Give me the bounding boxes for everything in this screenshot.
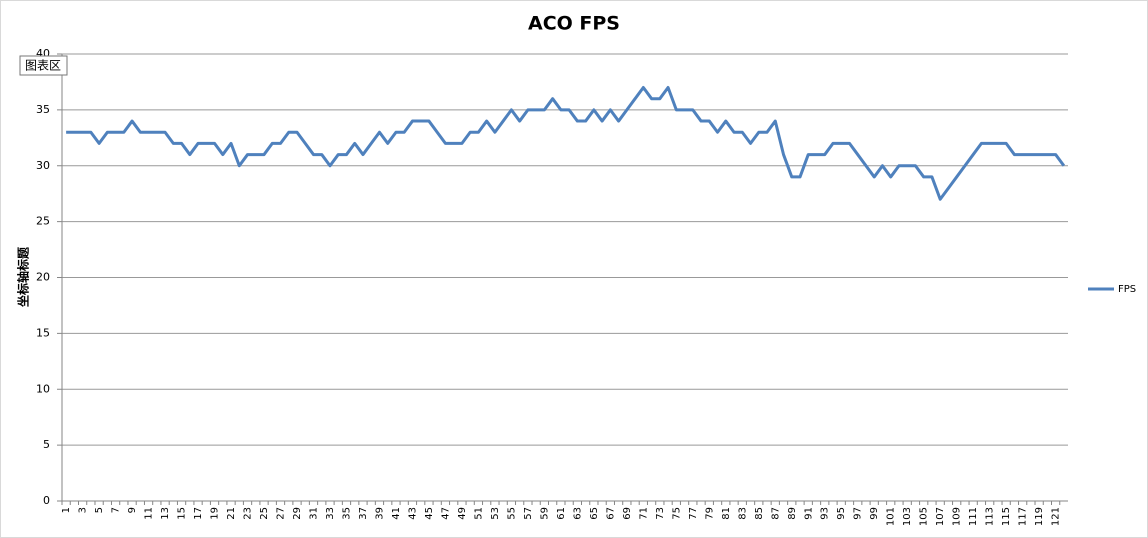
x-tick-label: 121 xyxy=(1051,507,1062,526)
x-tick-label: 27 xyxy=(276,507,287,520)
x-tick-label: 43 xyxy=(407,507,418,520)
x-tick-label: 117 xyxy=(1018,507,1029,526)
x-tick-label: 111 xyxy=(968,507,979,526)
x-tick-label: 65 xyxy=(589,507,600,520)
x-tick-label: 83 xyxy=(737,507,748,520)
x-tick-label: 61 xyxy=(556,507,567,520)
x-tick-label: 45 xyxy=(424,507,435,520)
x-tick-label: 63 xyxy=(572,507,583,520)
x-tick-label: 51 xyxy=(473,507,484,520)
x-tick-label: 109 xyxy=(952,507,963,526)
x-tick-label: 59 xyxy=(539,507,550,520)
x-tick-label: 1 xyxy=(61,507,72,513)
x-tick-label: 103 xyxy=(902,507,913,526)
y-tick-label: 30 xyxy=(36,159,50,172)
x-tick-label: 85 xyxy=(754,507,765,520)
x-tick-label: 33 xyxy=(325,507,336,520)
y-tick-label: 10 xyxy=(36,382,50,395)
x-tick-label: 107 xyxy=(935,507,946,526)
y-axis-title: 坐标轴标题 xyxy=(16,246,31,307)
x-tick-label: 3 xyxy=(78,507,89,513)
x-tick-label: 37 xyxy=(358,507,369,520)
x-tick-label: 57 xyxy=(523,507,534,520)
x-tick-label: 77 xyxy=(688,507,699,520)
y-tick-label: 20 xyxy=(36,271,50,284)
x-tick-label: 97 xyxy=(853,507,864,520)
x-tick-label: 39 xyxy=(374,507,385,520)
chart-title: ACO FPS xyxy=(528,13,620,35)
x-tick-label: 31 xyxy=(309,507,320,520)
x-tick-label: 9 xyxy=(127,507,138,513)
x-tick-label: 5 xyxy=(94,507,105,513)
x-tick-label: 49 xyxy=(457,507,468,520)
tooltip-box xyxy=(19,55,68,76)
x-tick-label: 81 xyxy=(721,507,732,520)
x-tick-label: 71 xyxy=(638,507,649,520)
x-tick-label: 35 xyxy=(341,507,352,520)
y-tick-label: 0 xyxy=(43,494,50,507)
x-tick-label: 55 xyxy=(506,507,517,520)
x-tick-label: 41 xyxy=(391,507,402,520)
x-tick-label: 25 xyxy=(259,507,270,520)
x-tick-label: 67 xyxy=(605,507,616,520)
x-tick-label: 93 xyxy=(820,507,831,520)
x-tick-label: 13 xyxy=(160,507,171,520)
x-tick-label: 17 xyxy=(193,507,204,520)
x-tick-label: 21 xyxy=(226,507,237,520)
x-tick-label: 19 xyxy=(210,507,221,520)
x-tick-label: 99 xyxy=(869,507,880,520)
x-tick-label: 11 xyxy=(144,507,155,520)
y-tick-label: 15 xyxy=(36,326,50,339)
x-tick-label: 105 xyxy=(919,507,930,526)
x-tick-label: 29 xyxy=(292,507,303,520)
x-tick-label: 115 xyxy=(1001,507,1012,526)
x-tick-label: 69 xyxy=(622,507,633,520)
series-line xyxy=(66,86,1066,201)
tooltip: 图表区 xyxy=(25,59,61,73)
y-tick-label: 5 xyxy=(43,438,50,451)
x-tick-label: 75 xyxy=(671,507,682,520)
x-tick-label: 23 xyxy=(243,507,254,520)
x-tick-label: 91 xyxy=(803,507,814,520)
x-tick-label: 79 xyxy=(704,507,715,520)
y-tick-label: 35 xyxy=(36,103,50,116)
y-tick-label: 25 xyxy=(36,215,50,228)
x-tick-label: 47 xyxy=(440,507,451,520)
x-tick-label: 101 xyxy=(886,507,897,526)
x-tick-label: 15 xyxy=(177,507,188,520)
x-tick-label: 119 xyxy=(1034,507,1045,526)
x-tick-label: 53 xyxy=(490,507,501,520)
legend-label: FPS xyxy=(1118,284,1136,295)
x-tick-label: 113 xyxy=(985,507,996,526)
x-tick-label: 89 xyxy=(787,507,798,520)
x-tick-label: 87 xyxy=(770,507,781,520)
x-tick-label: 73 xyxy=(655,507,666,520)
x-tick-label: 95 xyxy=(836,507,847,520)
x-tick-label: 7 xyxy=(111,507,122,513)
